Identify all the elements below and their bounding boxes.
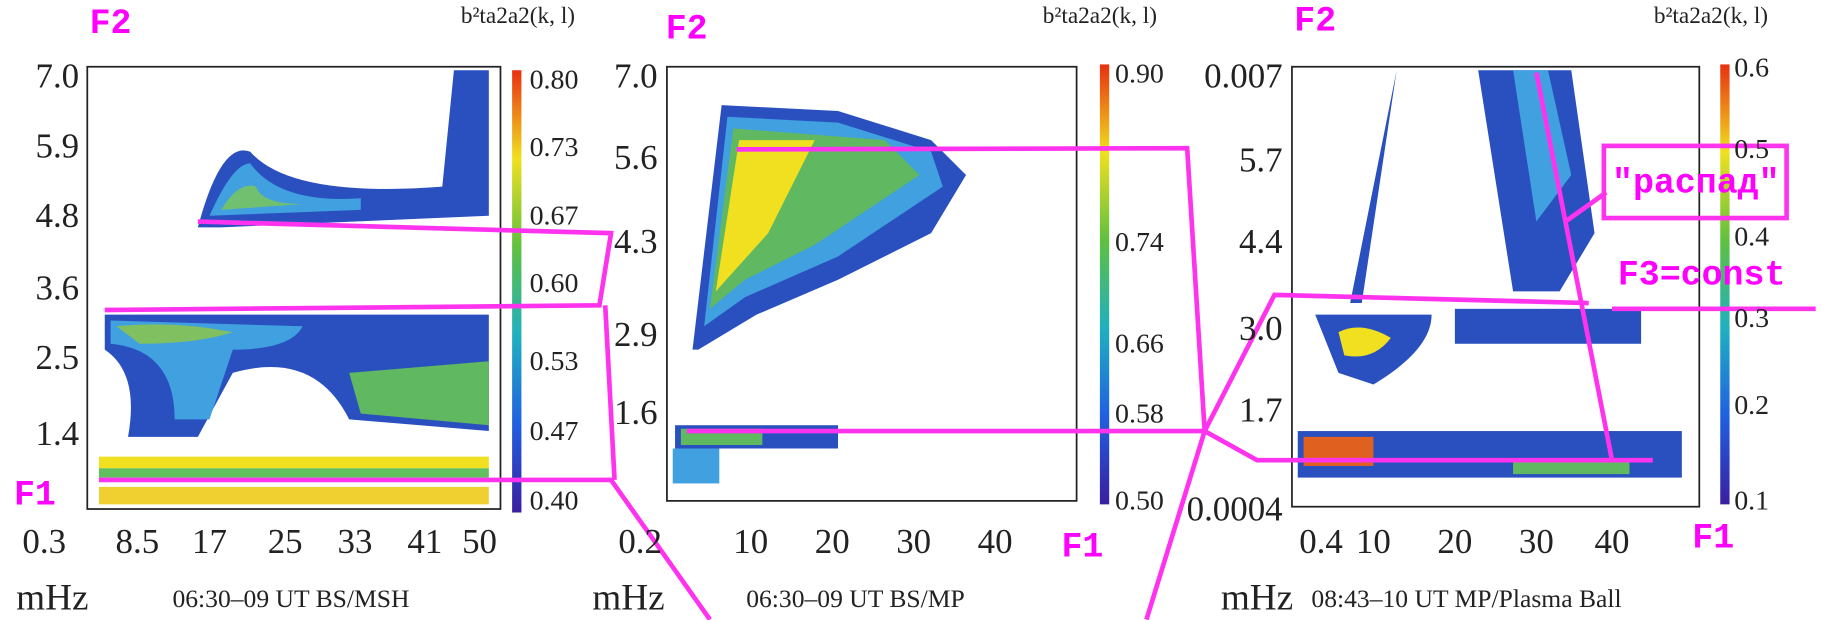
y-tick-label: 1.6 — [614, 393, 658, 432]
annotation-lines — [98, 72, 1816, 620]
x-tick-label: 40 — [978, 522, 1013, 561]
x-unit: mHz — [1221, 578, 1293, 619]
colorbar-tick-label: 0.60 — [530, 268, 579, 299]
annotation-f3: F3=const — [1618, 256, 1786, 295]
colorbar — [1099, 64, 1110, 505]
y-tick-label: 0.0004 — [1187, 490, 1283, 529]
colorbar-tick-label: 0.6 — [1734, 53, 1769, 84]
colorbar-tick-label: 0.40 — [530, 486, 579, 517]
y-tick-label: 7.0 — [614, 57, 658, 96]
plot-frame — [86, 65, 502, 510]
y-tick-label: 1.7 — [1239, 391, 1283, 430]
colorbar-tick-label: 0.80 — [530, 64, 579, 95]
colorbar-tick-label: 0.58 — [1115, 398, 1164, 429]
colorbar-title: b²ta2a2(k, l) — [1043, 3, 1157, 29]
colorbar-tick-label: 0.74 — [1115, 227, 1164, 258]
colorbar-title: b²ta2a2(k, l) — [1654, 3, 1768, 29]
y-tick-label: 5.7 — [1239, 140, 1283, 179]
y-tick-label: 2.9 — [614, 315, 658, 354]
label-f2: F2 — [1294, 3, 1336, 42]
y-tick-label: 4.3 — [614, 222, 658, 261]
y-tick-label: 4.8 — [36, 196, 80, 235]
y-tick-label: 5.6 — [614, 138, 658, 177]
x-tick-label: 0.4 — [1299, 522, 1343, 561]
colorbar-tick-label: 0.1 — [1734, 486, 1769, 517]
colorbar-tick-label: 0.5 — [1734, 134, 1769, 165]
y-tick-label: 3.6 — [36, 268, 80, 307]
label-f2: F2 — [666, 11, 708, 50]
x-tick-label: 25 — [268, 522, 303, 561]
caption: 06:30–09 UT BS/MSH — [172, 584, 409, 613]
x-tick-label: 40 — [1595, 522, 1630, 561]
x-tick-label: 30 — [896, 522, 931, 561]
colorbar-tick-label: 0.66 — [1115, 328, 1164, 359]
y-tick-label: 0.007 — [1204, 57, 1283, 96]
x-tick-label: 0.2 — [618, 522, 662, 561]
x-tick-label: 20 — [1437, 522, 1472, 561]
y-tick-label: 1.4 — [36, 414, 80, 453]
colorbar-tick-label: 0.90 — [1115, 58, 1164, 89]
colorbar-tick-label: 0.2 — [1734, 390, 1769, 421]
contour-fill — [672, 105, 967, 484]
contour-fill — [1297, 70, 1682, 478]
x-tick-label: 17 — [192, 522, 227, 561]
x-tick-label: 30 — [1519, 522, 1554, 561]
y-tick-label: 2.5 — [36, 338, 80, 377]
x-unit: mHz — [592, 578, 664, 619]
plot-frame — [1291, 65, 1701, 508]
x-tick-label: 41 — [407, 522, 442, 561]
x-tick-label: 8.5 — [116, 522, 160, 561]
colorbar-tick-label: 0.4 — [1734, 221, 1769, 252]
colorbar-tick-label: 0.47 — [530, 416, 579, 447]
plot-frame — [666, 65, 1078, 502]
x-tick-label: 10 — [733, 522, 768, 561]
colorbar-tick-label: 0.67 — [530, 200, 579, 231]
caption: 06:30–09 UT BS/MP — [746, 584, 965, 613]
contour-fill — [98, 70, 489, 505]
y-tick-label: 5.9 — [36, 126, 80, 165]
x-unit: mHz — [16, 578, 88, 619]
x-tick-label: 0.3 — [22, 522, 66, 561]
x-tick-label: 20 — [815, 522, 850, 561]
colorbar-tick-label: 0.50 — [1115, 486, 1164, 517]
colorbar-title: b²ta2a2(k, l) — [461, 3, 575, 29]
label-f1: F1 — [14, 476, 56, 515]
x-tick-label: 10 — [1356, 522, 1391, 561]
y-tick-label: 3.0 — [1239, 309, 1283, 348]
y-tick-label: 4.4 — [1239, 222, 1283, 261]
y-tick-label: 7.0 — [36, 57, 80, 96]
colorbar — [1720, 64, 1730, 505]
colorbar-tick-label: 0.3 — [1734, 303, 1769, 334]
colorbar-tick-label: 0.73 — [530, 132, 579, 163]
annotation-decay: "распад" — [1612, 164, 1780, 203]
label-f2: F2 — [90, 5, 132, 44]
colorbar — [512, 70, 522, 513]
label-f1: F1 — [1692, 519, 1734, 558]
colorbar-tick-label: 0.53 — [530, 346, 579, 377]
x-tick-label: 33 — [338, 522, 373, 561]
label-f1: F1 — [1061, 529, 1103, 568]
x-tick-label: 50 — [462, 522, 497, 561]
caption: 08:43–10 UT MP/Plasma Ball — [1311, 584, 1621, 613]
